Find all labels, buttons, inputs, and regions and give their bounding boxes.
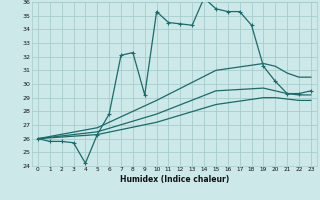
- X-axis label: Humidex (Indice chaleur): Humidex (Indice chaleur): [120, 175, 229, 184]
